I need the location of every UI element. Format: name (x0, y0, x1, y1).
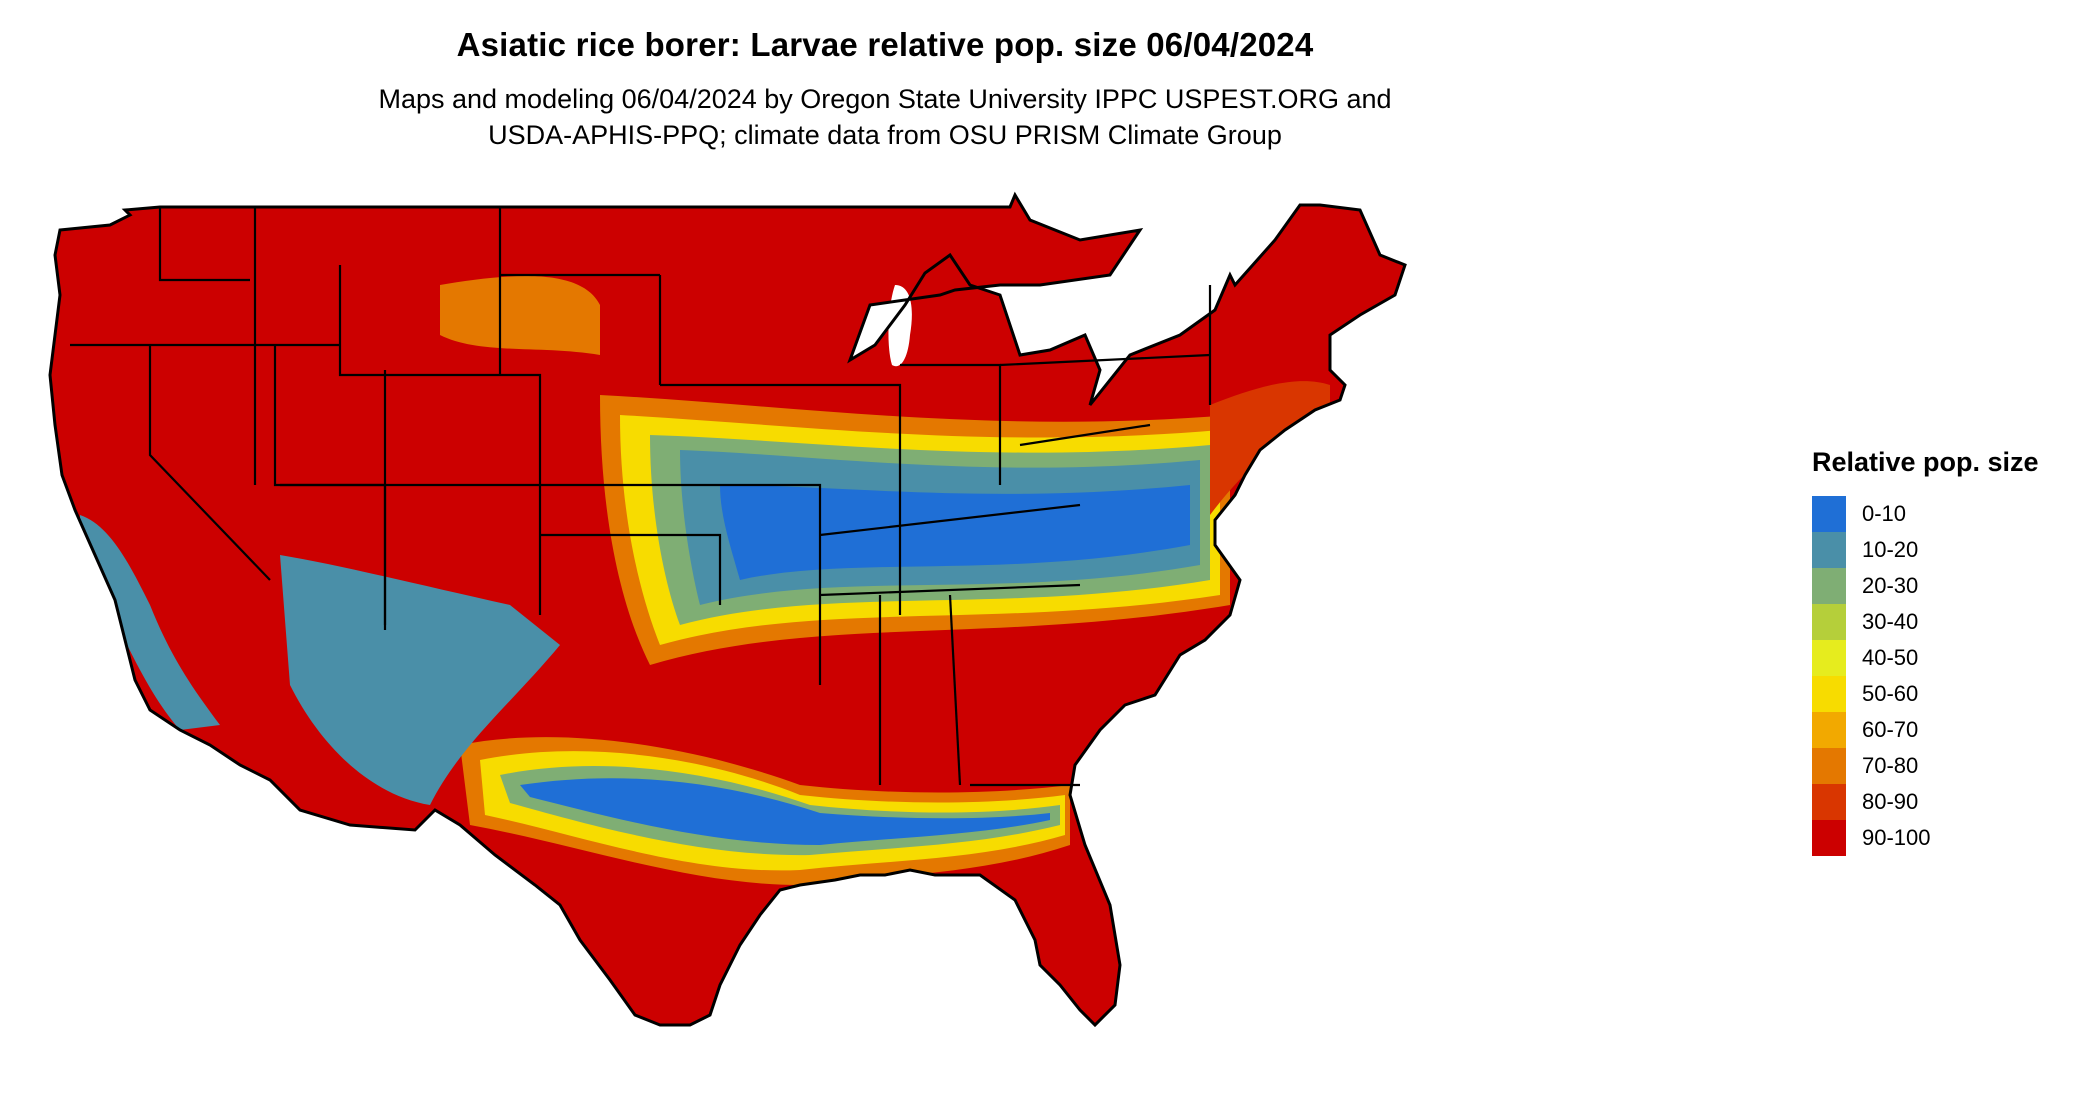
legend-swatch (1812, 604, 1846, 640)
legend-label: 50-60 (1862, 681, 1919, 706)
legend-swatch (1812, 532, 1846, 568)
band-california-coast (80, 515, 220, 730)
legend: Relative pop. size 0-10 10-20 20-30 30-40 40… (1812, 447, 2082, 856)
legend-label: 80-90 (1862, 789, 1919, 814)
border-va (1019, 423, 1151, 447)
border-ok (540, 533, 722, 605)
border-ne-ks (500, 373, 720, 487)
map-subtitle-line2: USDA-APHIS-PPQ; climate data from OSU PR… (488, 120, 1282, 150)
legend-item: 40-50 (1812, 640, 2082, 676)
band-plains-north (440, 276, 600, 355)
legend-swatch (1812, 784, 1846, 820)
legend-item: 90-100 (1812, 820, 2082, 856)
us-population-map (40, 185, 1780, 1115)
legend-label: 70-80 (1862, 753, 1919, 778)
map-title: Asiatic rice borer: Larvae relative pop.… (456, 26, 1314, 63)
legend-items: 0-10 10-20 20-30 30-40 40-50 50-60 60-70 70-80 8… (1812, 496, 2082, 856)
band-mountain-mixed (280, 555, 560, 805)
legend-swatch (1812, 676, 1846, 712)
legend-swatch (1812, 568, 1846, 604)
border-il-in (820, 383, 902, 615)
us-national-outline (48, 191, 1407, 1028)
band-0-10-north (720, 485, 1190, 580)
legend-swatch (1812, 712, 1846, 748)
border-ms-al (819, 583, 1081, 597)
legend-swatch (1812, 640, 1846, 676)
population-fill-layer (50, 195, 1405, 1025)
legend-item: 70-80 (1812, 748, 2082, 784)
legend-swatch (1812, 496, 1846, 532)
legend-label: 60-70 (1862, 717, 1919, 742)
border-al-ga (948, 594, 962, 786)
legend-label: 0-10 (1862, 501, 1907, 526)
map-subtitle-line1: Maps and modeling 06/04/2024 by Oregon S… (378, 84, 1392, 114)
border-wy (338, 265, 500, 377)
legend-item: 20-30 (1812, 568, 2082, 604)
legend-swatch (1812, 748, 1846, 784)
legend-swatch (1812, 820, 1846, 856)
legend-item: 60-70 (1812, 712, 2082, 748)
border-tn-ky (819, 503, 1081, 537)
legend-item: 0-10 (1812, 496, 2082, 532)
legend-item: 10-20 (1812, 532, 2082, 568)
legend-label: 40-50 (1862, 645, 1919, 670)
border-wa-or (158, 207, 250, 282)
legend-label: 20-30 (1862, 573, 1919, 598)
legend-item: 30-40 (1812, 604, 2082, 640)
legend-item: 50-60 (1812, 676, 2082, 712)
legend-label: 90-100 (1862, 825, 1931, 850)
border-pa (999, 353, 1211, 367)
legend-label: 10-20 (1862, 537, 1919, 562)
legend-title: Relative pop. size (1812, 447, 2039, 477)
legend-item: 80-90 (1812, 784, 2082, 820)
band-0-10 (520, 778, 1050, 845)
legend-label: 30-40 (1862, 609, 1919, 634)
state-borders (70, 207, 1212, 787)
border-ca-nv (148, 345, 271, 581)
border-mo-ar (720, 483, 822, 685)
